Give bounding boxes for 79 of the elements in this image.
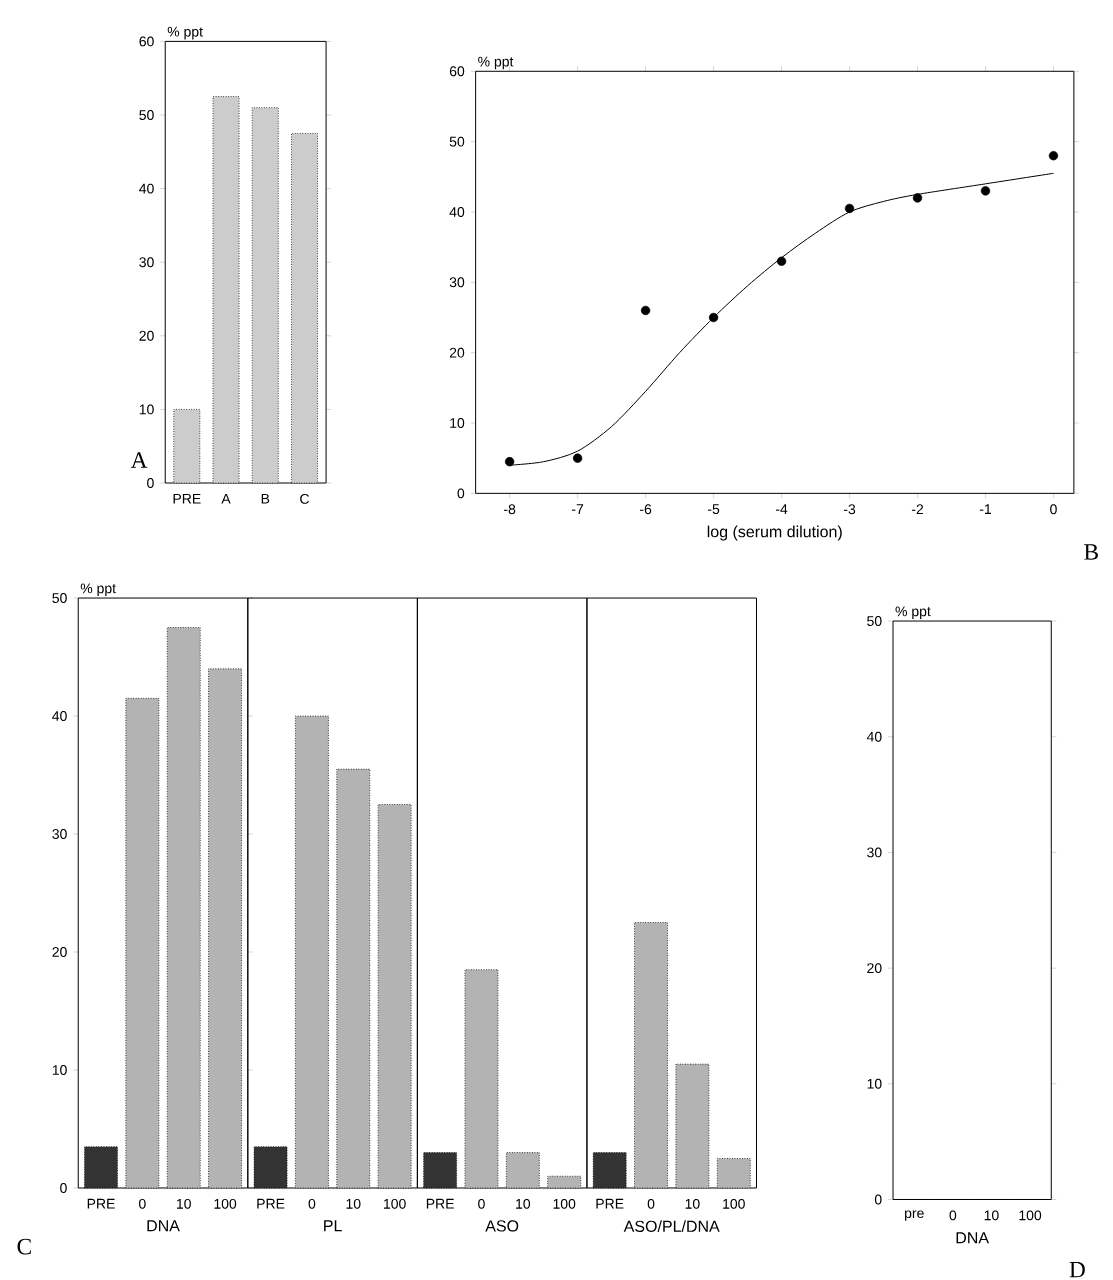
- x-tick-label: PRE: [87, 1198, 115, 1209]
- y-tick-label: 40: [139, 183, 154, 194]
- point: [980, 186, 991, 196]
- x-tick-label: 0: [308, 1198, 316, 1209]
- x-tick-label: 100: [553, 1198, 576, 1209]
- x-tick-label: 10: [685, 1198, 700, 1209]
- x-tick-label: -4: [775, 504, 788, 514]
- y-tick-label: 10: [867, 1078, 882, 1089]
- y-tick-label: 60: [139, 36, 154, 47]
- point: [640, 305, 651, 316]
- x-tick-label: PRE: [596, 1198, 624, 1209]
- x-tick-label: -6: [639, 504, 652, 515]
- y-tick-label: 10: [139, 404, 154, 415]
- y-tick-label: 30: [139, 257, 154, 268]
- x-tick-label: 0: [1050, 504, 1057, 515]
- x-axis-title: DNA: [147, 1220, 180, 1232]
- x-tick-label: PRE: [257, 1198, 285, 1209]
- y-tick-label: 40: [449, 207, 465, 217]
- y-axis-title: % ppt: [895, 606, 931, 620]
- x-tick-label: 0: [647, 1198, 655, 1209]
- y-tick-label: 20: [867, 963, 882, 974]
- x-tick-label: -1: [979, 504, 992, 514]
- y-tick-label: 40: [866, 731, 882, 742]
- y-axis-title: % ppt: [80, 583, 116, 597]
- x-tick-label: 0: [949, 1210, 957, 1221]
- x-tick-label: 100: [384, 1198, 406, 1209]
- y-tick-label: 20: [139, 330, 154, 341]
- y-tick-label: 30: [867, 847, 882, 858]
- y-tick-label: 30: [52, 829, 67, 839]
- y-tick-label: 10: [450, 418, 465, 428]
- x-tick-label: A: [221, 493, 231, 504]
- y-tick-label: 50: [867, 616, 882, 626]
- y-tick-label: 60: [449, 66, 465, 77]
- y-tick-label: 0: [147, 478, 154, 488]
- point: [708, 312, 719, 323]
- x-tick-label: 100: [1019, 1210, 1042, 1221]
- point: [572, 453, 583, 463]
- x-axis-title: log (serum dilution): [707, 525, 842, 541]
- point: [504, 457, 515, 467]
- x-tick-label: PRE: [173, 493, 201, 504]
- x-tick-label: 10: [984, 1210, 999, 1221]
- x-tick-label: -8: [504, 504, 516, 515]
- x-tick-label: pre: [905, 1210, 924, 1221]
- x-axis-title: ASO/PL/DNA: [623, 1220, 720, 1232]
- y-axis-title: % ppt: [167, 26, 203, 40]
- y-tick-label: 50: [139, 110, 154, 120]
- x-tick-label: 10: [346, 1198, 361, 1209]
- text: B: [1084, 544, 1098, 560]
- point: [776, 256, 787, 266]
- y-tick-label: 20: [449, 347, 465, 358]
- y-axis-title: % ppt: [478, 56, 514, 70]
- x-tick-label: 0: [478, 1198, 485, 1209]
- x-tick-label: 10: [516, 1198, 531, 1209]
- text: C: [17, 1238, 31, 1255]
- y-tick-label: 20: [52, 947, 67, 957]
- x-tick-label: C: [300, 493, 310, 504]
- x-tick-label: -7: [572, 504, 584, 514]
- x-tick-label: -2: [911, 504, 924, 515]
- x-tick-label: 100: [214, 1198, 237, 1209]
- y-tick-label: 50: [52, 593, 67, 603]
- y-tick-label: 40: [52, 711, 67, 721]
- x-tick-label: 100: [723, 1198, 745, 1209]
- point: [1048, 151, 1059, 161]
- y-tick-label: 30: [449, 277, 465, 288]
- x-tick-label: B: [261, 493, 270, 504]
- x-axis-title: DNA: [956, 1232, 989, 1244]
- x-axis-title: ASO: [485, 1220, 519, 1232]
- x-tick-label: -3: [843, 504, 856, 515]
- point: [912, 193, 923, 203]
- x-tick-label: PRE: [426, 1198, 454, 1209]
- y-tick-label: 50: [449, 136, 465, 147]
- x-tick-label: 10: [176, 1198, 191, 1209]
- y-tick-label: 0: [60, 1183, 67, 1193]
- y-tick-label: 10: [52, 1065, 67, 1075]
- text: A: [130, 452, 148, 468]
- x-axis-title: PL: [324, 1220, 342, 1232]
- text: D: [1069, 1261, 1085, 1278]
- point: [844, 203, 855, 214]
- x-tick-label: -5: [707, 504, 720, 515]
